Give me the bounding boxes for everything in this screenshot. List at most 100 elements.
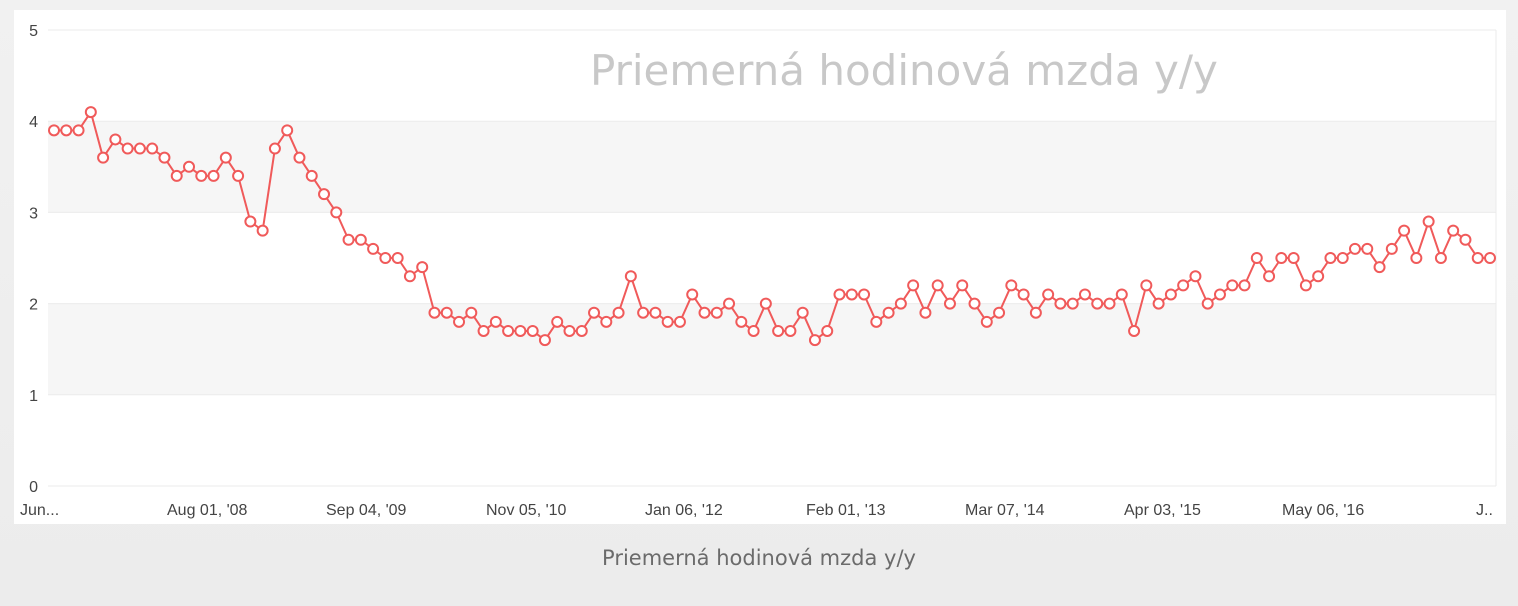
data-point xyxy=(391,252,404,264)
data-point xyxy=(784,324,797,337)
data-point xyxy=(342,233,355,246)
data-point xyxy=(1361,242,1374,255)
data-point xyxy=(367,242,380,255)
data-point xyxy=(256,224,269,237)
data-point xyxy=(1115,288,1128,301)
data-point xyxy=(821,324,834,337)
data-point xyxy=(1324,252,1337,264)
data-point xyxy=(1459,233,1472,246)
data-point xyxy=(1385,242,1398,255)
data-point xyxy=(330,206,343,219)
data-point xyxy=(219,151,232,164)
data-point xyxy=(183,160,196,173)
data-point xyxy=(48,124,60,137)
series-line xyxy=(54,111,1490,342)
data-point xyxy=(1152,297,1165,310)
band-4 xyxy=(48,30,1496,122)
y-tick-label: 5 xyxy=(29,23,38,40)
data-point xyxy=(1447,224,1460,237)
data-point xyxy=(305,169,318,182)
data-point xyxy=(796,306,809,319)
data-point xyxy=(1201,297,1214,310)
data-point xyxy=(440,306,453,319)
data-point xyxy=(293,151,306,164)
y-tick-label: 4 xyxy=(29,114,38,131)
data-point xyxy=(1471,252,1484,264)
data-point xyxy=(1434,252,1447,264)
data-point xyxy=(1299,279,1312,292)
data-point xyxy=(882,306,895,319)
data-point xyxy=(759,297,772,310)
data-point xyxy=(1140,279,1153,292)
data-point xyxy=(416,261,429,274)
y-axis-ticks: 0 1 2 3 4 5 xyxy=(29,23,38,496)
data-point xyxy=(60,124,73,137)
data-point xyxy=(624,270,637,283)
data-point xyxy=(993,306,1006,319)
data-point xyxy=(268,142,281,155)
data-point xyxy=(1091,297,1104,310)
line-chart: Priemerná hodinová mzda y/y 0 1 2 3 4 5 Jun..… xyxy=(20,23,1497,519)
data-point xyxy=(772,324,785,337)
data-point xyxy=(980,315,993,328)
chart-caption: Priemerná hodinová mzda y/y xyxy=(602,546,916,570)
data-point xyxy=(1103,297,1116,310)
data-point xyxy=(489,315,502,328)
data-point xyxy=(637,306,650,319)
data-point xyxy=(686,288,699,301)
data-point xyxy=(907,279,920,292)
data-point xyxy=(502,324,515,337)
data-point xyxy=(1213,288,1226,301)
data-point xyxy=(1373,261,1386,274)
x-axis-ticks: Jun... Aug 01, '08 Sep 04, '09 Nov 05, '10 J… xyxy=(20,502,1493,519)
data-point xyxy=(1042,288,1055,301)
data-point xyxy=(808,334,821,347)
data-point xyxy=(477,324,490,337)
data-point xyxy=(453,315,466,328)
series-line-layer xyxy=(54,111,1490,342)
data-point xyxy=(428,306,441,319)
data-point xyxy=(1348,242,1361,255)
data-point xyxy=(1054,297,1067,310)
data-point xyxy=(354,233,367,246)
data-point xyxy=(1226,279,1239,292)
data-point xyxy=(919,306,932,319)
data-point xyxy=(551,315,564,328)
data-point xyxy=(109,133,122,146)
data-point xyxy=(1484,252,1496,264)
data-point xyxy=(195,169,208,182)
y-tick-label: 3 xyxy=(29,205,38,222)
data-point xyxy=(526,324,539,337)
data-point xyxy=(943,297,956,310)
data-point xyxy=(747,324,760,337)
data-point xyxy=(1312,270,1325,283)
chart-card: Priemerná hodinová mzda y/y 0 1 2 3 4 5 Jun..… xyxy=(14,10,1506,524)
data-point xyxy=(1128,324,1141,337)
data-point xyxy=(1336,252,1349,264)
data-point xyxy=(133,142,146,155)
data-point xyxy=(575,324,588,337)
data-point xyxy=(931,279,944,292)
data-point xyxy=(1238,279,1251,292)
data-point xyxy=(1250,252,1263,264)
data-point xyxy=(600,315,613,328)
data-point xyxy=(661,315,674,328)
x-tick-label: Sep 04, '09 xyxy=(326,502,407,519)
data-point xyxy=(158,151,171,164)
data-point xyxy=(858,288,871,301)
data-point xyxy=(968,297,981,310)
x-tick-label: Aug 01, '08 xyxy=(167,502,248,519)
data-point xyxy=(673,315,686,328)
data-point xyxy=(894,297,907,310)
y-tick-label: 0 xyxy=(29,479,38,496)
x-tick-label: Feb 01, '13 xyxy=(806,502,886,519)
data-point xyxy=(1005,279,1018,292)
data-point xyxy=(232,169,245,182)
data-point xyxy=(735,315,748,328)
data-point xyxy=(72,124,85,137)
data-point xyxy=(121,142,134,155)
data-point xyxy=(845,288,858,301)
data-point xyxy=(1078,288,1091,301)
data-point xyxy=(514,324,527,337)
